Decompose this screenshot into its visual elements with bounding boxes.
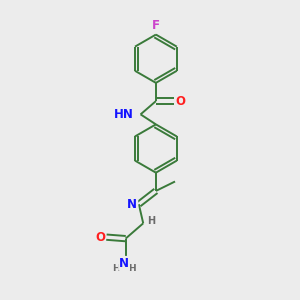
Text: F: F [152,19,160,32]
Text: N: N [119,257,129,270]
Text: N: N [127,198,137,211]
Text: O: O [95,231,105,244]
Text: H: H [112,264,120,273]
Text: O: O [175,94,185,108]
Text: H: H [128,264,136,273]
Text: H: H [147,216,155,226]
Text: HN: HN [114,108,134,121]
